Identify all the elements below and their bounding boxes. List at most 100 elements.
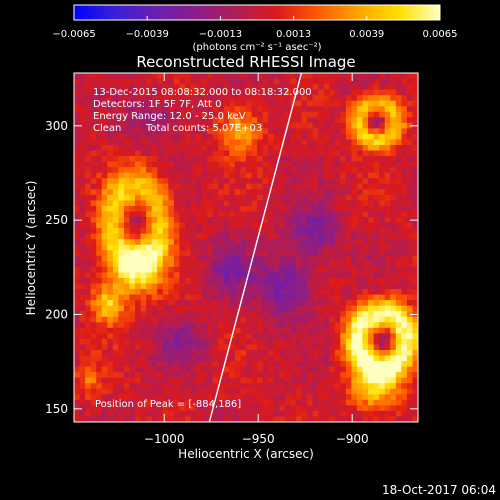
heatmap-cell bbox=[146, 89, 153, 96]
heatmap-cell bbox=[312, 250, 319, 257]
heatmap-cell bbox=[284, 78, 291, 85]
heatmap-cell bbox=[218, 205, 225, 212]
heatmap-cell bbox=[384, 338, 391, 345]
heatmap-cell bbox=[218, 349, 225, 356]
heatmap-cell bbox=[307, 272, 313, 279]
heatmap-cell bbox=[201, 416, 208, 422]
heatmap-cell bbox=[196, 111, 203, 118]
heatmap-cell bbox=[246, 217, 252, 223]
heatmap-cell bbox=[301, 200, 308, 207]
heatmap-cell bbox=[356, 361, 363, 367]
heatmap-cell bbox=[246, 111, 252, 118]
heatmap-cell bbox=[401, 305, 408, 312]
heatmap-cell bbox=[334, 117, 341, 124]
heatmap-cell bbox=[307, 399, 313, 406]
heatmap-cell bbox=[157, 178, 164, 185]
heatmap-cell bbox=[257, 261, 264, 268]
heatmap-cell bbox=[307, 178, 313, 185]
heatmap-cell bbox=[168, 139, 175, 146]
heatmap-cell bbox=[123, 73, 130, 79]
heatmap-cell bbox=[395, 333, 402, 340]
heatmap-cell bbox=[240, 150, 247, 157]
heatmap-cell bbox=[157, 388, 164, 395]
heatmap-cell bbox=[307, 366, 313, 373]
heatmap-cell bbox=[207, 361, 214, 367]
heatmap-cell bbox=[218, 156, 225, 163]
heatmap-cell bbox=[362, 377, 369, 384]
heatmap-cell bbox=[390, 383, 397, 390]
heatmap-cell bbox=[229, 233, 236, 240]
heatmap-cell bbox=[201, 372, 208, 379]
heatmap-cell bbox=[323, 383, 330, 390]
heatmap-cell bbox=[223, 277, 230, 284]
heatmap-cell bbox=[351, 145, 358, 151]
heatmap-cell bbox=[345, 167, 352, 174]
heatmap-cell bbox=[123, 250, 130, 257]
heatmap-cell bbox=[79, 327, 86, 334]
heatmap-cell bbox=[218, 111, 225, 118]
heatmap-cell bbox=[406, 355, 413, 362]
heatmap-cell bbox=[384, 377, 391, 384]
heatmap-cell bbox=[218, 194, 225, 201]
heatmap-cell bbox=[184, 366, 191, 373]
heatmap-cell bbox=[184, 172, 191, 179]
heatmap-cell bbox=[168, 344, 175, 351]
heatmap-cell bbox=[334, 250, 341, 257]
heatmap-cell bbox=[168, 167, 175, 174]
heatmap-cell bbox=[168, 128, 175, 135]
heatmap-cell bbox=[184, 311, 191, 318]
heatmap-cell bbox=[312, 194, 319, 201]
heatmap-cell bbox=[368, 372, 375, 379]
heatmap-cell bbox=[79, 167, 86, 174]
heatmap-cell bbox=[273, 128, 280, 135]
heatmap-cell bbox=[295, 294, 302, 301]
heatmap-cell bbox=[312, 111, 319, 118]
heatmap-cell bbox=[118, 78, 125, 85]
heatmap-cell bbox=[146, 161, 153, 168]
heatmap-cell bbox=[190, 272, 197, 279]
heatmap-cell bbox=[395, 410, 402, 417]
heatmap-cell bbox=[323, 211, 330, 218]
heatmap-cell bbox=[201, 289, 208, 295]
heatmap-cell bbox=[356, 73, 363, 79]
heatmap-cell bbox=[223, 217, 230, 223]
heatmap-cell bbox=[96, 73, 103, 79]
heatmap-cell bbox=[79, 372, 86, 379]
heatmap-cell bbox=[234, 73, 241, 79]
heatmap-cell bbox=[362, 344, 369, 351]
heatmap-cell bbox=[290, 128, 297, 135]
heatmap-cell bbox=[140, 349, 147, 356]
heatmap-cell bbox=[373, 416, 380, 422]
heatmap-cell bbox=[273, 117, 280, 124]
heatmap-cell bbox=[190, 84, 197, 91]
heatmap-cell bbox=[390, 84, 397, 91]
heatmap-cell bbox=[179, 399, 186, 406]
heatmap-cell bbox=[190, 294, 197, 301]
heatmap-cell bbox=[401, 361, 408, 367]
heatmap-cell bbox=[290, 289, 297, 295]
heatmap-cell bbox=[379, 233, 386, 240]
heatmap-cell bbox=[85, 84, 92, 91]
heatmap-cell bbox=[179, 322, 186, 329]
heatmap-cell bbox=[334, 372, 341, 379]
heatmap-cell bbox=[190, 416, 197, 422]
heatmap-cell bbox=[212, 388, 219, 395]
heatmap-cell bbox=[96, 183, 103, 190]
heatmap-cell bbox=[101, 300, 108, 307]
heatmap-cell bbox=[368, 222, 375, 229]
heatmap-cell bbox=[201, 244, 208, 251]
heatmap-cell bbox=[118, 189, 125, 196]
heatmap-cell bbox=[356, 311, 363, 318]
heatmap-cell bbox=[284, 200, 291, 207]
heatmap-cell bbox=[284, 377, 291, 384]
heatmap-cell bbox=[107, 405, 114, 412]
heatmap-cell bbox=[190, 200, 197, 207]
heatmap-cell bbox=[234, 122, 241, 129]
heatmap-cell bbox=[368, 73, 375, 79]
heatmap-cell bbox=[135, 361, 141, 367]
heatmap-cell bbox=[107, 416, 114, 422]
heatmap-cell bbox=[351, 111, 358, 118]
heatmap-cell bbox=[151, 139, 158, 146]
heatmap-cell bbox=[173, 283, 180, 290]
heatmap-cell bbox=[223, 338, 230, 345]
